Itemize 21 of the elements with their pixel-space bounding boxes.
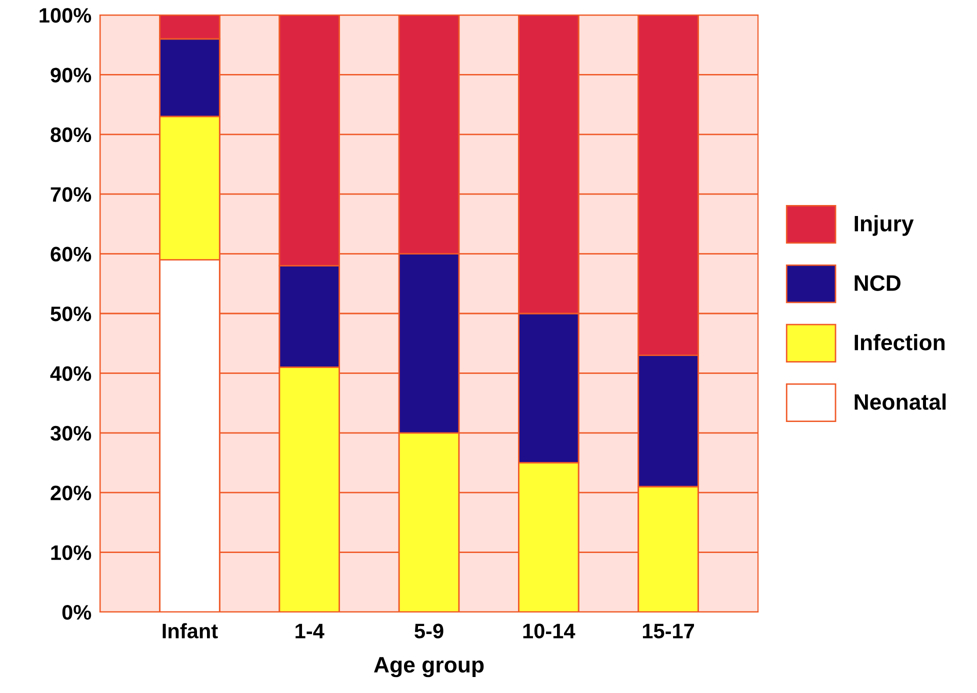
x-tick-label: 5-9 xyxy=(414,624,444,638)
y-tick-label: 60% xyxy=(50,246,92,262)
y-tick-label: 20% xyxy=(50,486,92,500)
y-tick-label: 90% xyxy=(50,68,92,82)
legend-label: NCD xyxy=(854,275,901,291)
y-tick-label: 50% xyxy=(50,306,92,322)
x-tick-label: 15-17 xyxy=(642,624,694,638)
y-tick-label: 80% xyxy=(50,127,92,142)
y-tick-label: 40% xyxy=(50,366,92,381)
legend-label: Infection xyxy=(854,334,945,350)
x-tick-label: Infant xyxy=(162,623,218,638)
x-axis-title: Age group xyxy=(374,657,484,678)
y-tick-label: 10% xyxy=(51,545,92,560)
y-tick-label: 70% xyxy=(50,187,92,202)
y-tick-label: 100% xyxy=(40,8,92,23)
y-tick-label: 0% xyxy=(62,605,92,620)
y-tick-label: 30% xyxy=(50,426,92,441)
x-tick-label: 10-14 xyxy=(523,624,576,638)
x-tick-label: 1-4 xyxy=(296,624,324,638)
legend-label: Injury xyxy=(854,215,914,236)
legend-label: Neonatal xyxy=(854,394,946,410)
